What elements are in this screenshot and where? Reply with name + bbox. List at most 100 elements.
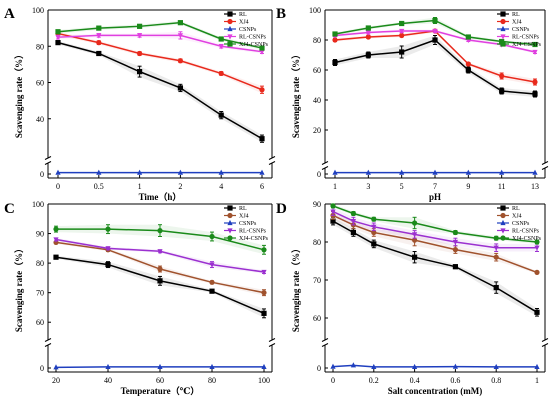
legend-marker bbox=[227, 34, 233, 40]
data-point bbox=[137, 23, 143, 29]
data-point bbox=[332, 31, 338, 37]
legend-entry: CSNPs bbox=[239, 221, 257, 227]
data-point bbox=[53, 254, 59, 260]
data-point bbox=[209, 363, 215, 370]
data-point bbox=[137, 169, 143, 175]
data-point bbox=[209, 233, 215, 240]
series-rl bbox=[55, 40, 265, 143]
data-point bbox=[532, 79, 538, 85]
data-point bbox=[218, 36, 224, 42]
data-point bbox=[350, 362, 356, 368]
data-point bbox=[365, 25, 371, 31]
x-axis-title: Salt concentration (mM) bbox=[388, 386, 482, 396]
data-point bbox=[96, 40, 102, 46]
error-band bbox=[333, 211, 537, 274]
legend-entry: RL-CSNPs bbox=[239, 35, 267, 41]
axis-break-mark bbox=[268, 161, 276, 165]
data-point bbox=[452, 363, 458, 369]
data-point bbox=[412, 220, 418, 226]
data-point bbox=[412, 363, 418, 370]
x-tick-label: 2 bbox=[178, 182, 182, 191]
y-tick-label: 70 bbox=[36, 289, 44, 298]
data-point bbox=[330, 203, 336, 209]
legend-marker bbox=[227, 41, 233, 47]
x-axis-title: Time（h） bbox=[139, 192, 182, 202]
data-point bbox=[55, 35, 61, 41]
axis-break-mark bbox=[541, 338, 549, 342]
legend-marker bbox=[227, 235, 233, 241]
legend-entry: RL bbox=[512, 12, 520, 18]
data-point bbox=[105, 363, 111, 370]
legend-marker bbox=[500, 205, 506, 211]
axis-break-mark bbox=[321, 343, 329, 347]
y-tick-label: 100 bbox=[32, 6, 44, 15]
error-band bbox=[335, 35, 535, 97]
data-point bbox=[365, 169, 371, 175]
x-tick-label: 60 bbox=[156, 376, 164, 385]
axis-break-mark bbox=[44, 343, 52, 347]
data-point bbox=[365, 30, 371, 36]
data-point bbox=[412, 254, 418, 260]
legend-marker bbox=[500, 18, 506, 25]
y-axis-title: Scavenging rate（%） bbox=[14, 50, 24, 138]
data-point bbox=[399, 20, 405, 27]
data-point bbox=[532, 41, 538, 48]
data-point bbox=[96, 33, 102, 39]
y-tick-label: 80 bbox=[36, 259, 44, 268]
data-point bbox=[218, 70, 224, 77]
legend-marker bbox=[500, 25, 506, 32]
legend-marker bbox=[500, 212, 506, 219]
legend-entry: CSNPs bbox=[512, 27, 530, 33]
y-tick-label: 70 bbox=[313, 276, 321, 285]
data-point bbox=[532, 91, 538, 97]
data-point bbox=[350, 229, 356, 236]
y-tick-label: 20 bbox=[313, 126, 321, 135]
data-point bbox=[137, 69, 143, 75]
x-tick-label: 1 bbox=[138, 182, 142, 191]
data-point bbox=[137, 33, 143, 39]
y-tick-label: 0 bbox=[40, 170, 44, 179]
series-rl-csnps bbox=[53, 237, 267, 276]
data-point bbox=[55, 29, 61, 35]
series-csnps bbox=[55, 169, 265, 175]
data-point bbox=[371, 363, 377, 370]
x-tick-label: 40 bbox=[104, 376, 112, 385]
legend-marker bbox=[500, 219, 506, 226]
legend-entry: XJ4-CSNPs bbox=[512, 42, 542, 48]
data-point bbox=[493, 254, 499, 260]
x-tick-label: 7 bbox=[433, 182, 437, 191]
x-tick-label: 0.2 bbox=[369, 376, 379, 385]
data-point bbox=[432, 37, 438, 43]
panel-letter: C bbox=[4, 201, 15, 217]
series-rl-csnps bbox=[55, 31, 265, 55]
y-tick-label: 0 bbox=[317, 170, 321, 179]
series-xj4 bbox=[53, 239, 267, 297]
data-point bbox=[261, 269, 267, 276]
data-point bbox=[493, 245, 499, 251]
data-point bbox=[399, 169, 405, 175]
data-point bbox=[399, 32, 405, 39]
data-point bbox=[261, 363, 267, 370]
x-tick-label: 4 bbox=[219, 182, 223, 191]
series-line bbox=[334, 39, 536, 95]
y-tick-label: 80 bbox=[313, 36, 321, 45]
data-point bbox=[499, 169, 505, 175]
x-axis-title: Temperature（℃） bbox=[121, 386, 200, 396]
series-xj4-csnps bbox=[55, 20, 265, 51]
data-point bbox=[157, 228, 163, 234]
y-tick-label: 40 bbox=[36, 115, 44, 124]
data-point bbox=[534, 363, 540, 370]
panel-letter: A bbox=[4, 6, 15, 22]
error-band bbox=[56, 255, 264, 318]
data-point bbox=[259, 136, 265, 142]
series-csnps bbox=[330, 362, 540, 370]
y-tick-label: 80 bbox=[313, 238, 321, 247]
axis-break-mark bbox=[44, 161, 52, 165]
data-point bbox=[432, 28, 438, 35]
data-point bbox=[350, 210, 356, 217]
x-tick-label: 11 bbox=[498, 182, 506, 191]
